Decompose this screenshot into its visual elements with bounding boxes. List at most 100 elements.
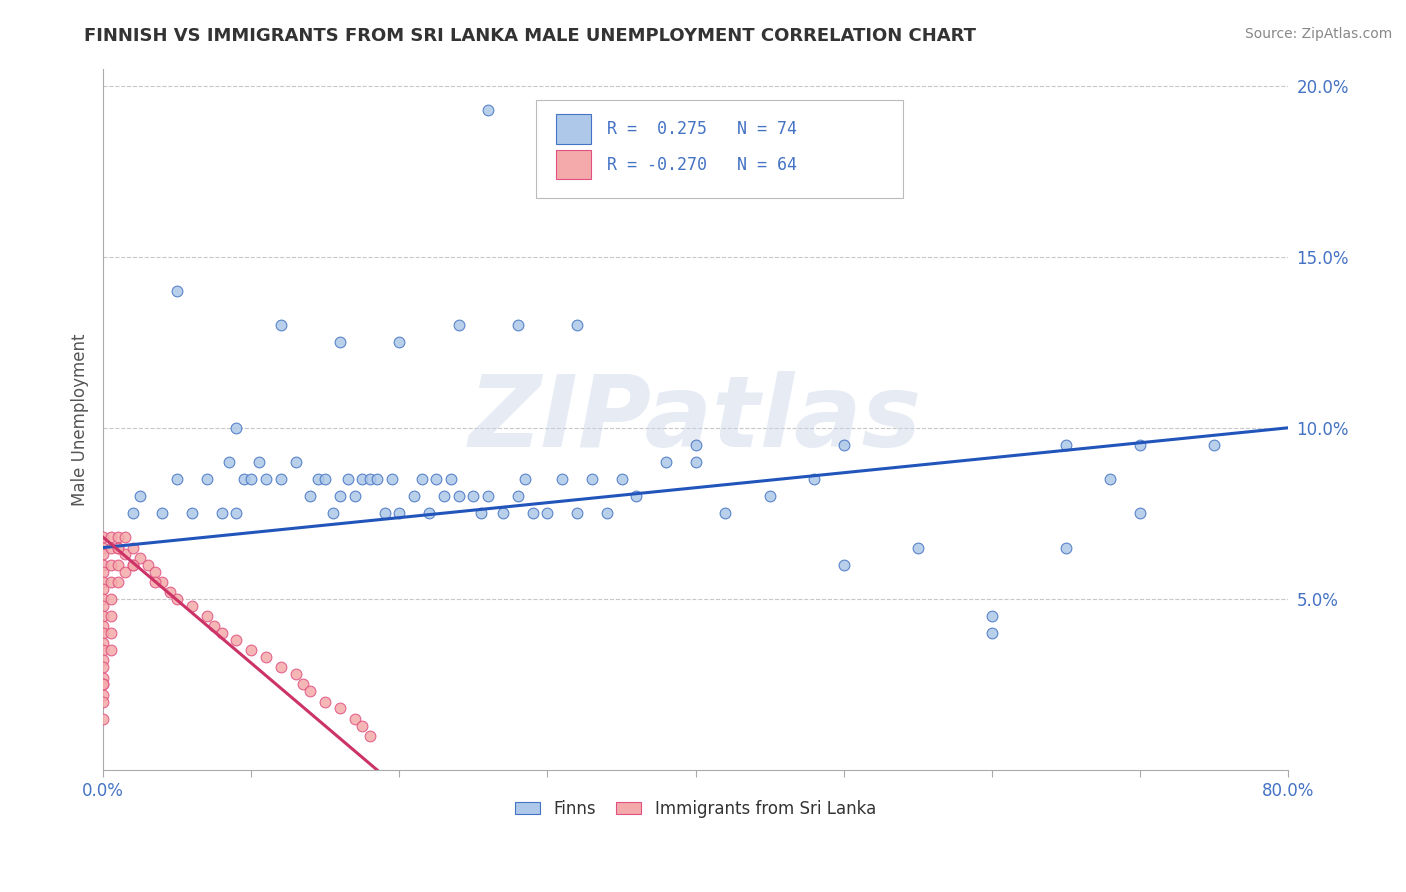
Point (685, 455, 707, 469)
Point (100, 530, 122, 544)
Point (565, 507, 588, 521)
Point (91, 688, 114, 702)
Point (91, 643, 114, 657)
Point (314, 695, 336, 709)
Point (181, 599, 204, 613)
Point (292, 677, 315, 691)
Point (114, 565, 136, 579)
Point (91, 558, 114, 572)
Point (107, 530, 129, 544)
Point (143, 565, 166, 579)
Point (91, 695, 114, 709)
Point (254, 650, 277, 665)
Point (254, 472, 277, 486)
Point (980, 609, 1002, 624)
Point (218, 455, 240, 469)
Point (418, 507, 440, 521)
Point (270, 472, 292, 486)
Point (91, 548, 114, 562)
Point (832, 558, 855, 572)
Point (150, 574, 173, 589)
Point (107, 574, 129, 589)
Point (181, 507, 204, 521)
Point (492, 507, 515, 521)
Point (136, 558, 159, 572)
Point (596, 507, 619, 521)
Point (463, 489, 485, 503)
Point (1054, 541, 1077, 555)
Point (91, 619, 114, 633)
Point (685, 438, 707, 452)
Point (91, 626, 114, 640)
Point (610, 472, 633, 486)
Point (114, 530, 136, 544)
Point (1099, 472, 1122, 486)
Point (536, 507, 558, 521)
Point (404, 489, 426, 503)
Point (121, 541, 143, 555)
Point (91, 574, 114, 589)
Point (366, 472, 388, 486)
Point (211, 626, 233, 640)
Point (211, 507, 233, 521)
Point (307, 472, 329, 486)
Point (551, 472, 574, 486)
Legend: Finns, Immigrants from Sri Lanka: Finns, Immigrants from Sri Lanka (509, 794, 883, 825)
Point (359, 729, 381, 743)
Point (121, 558, 143, 572)
Point (447, 489, 470, 503)
Point (91, 653, 114, 667)
Point (129, 489, 152, 503)
Point (411, 472, 433, 486)
Point (143, 574, 166, 589)
Point (225, 507, 247, 521)
Point (91, 582, 114, 596)
Text: ZIPatlas: ZIPatlas (470, 371, 922, 467)
Point (91, 541, 114, 555)
Point (565, 318, 588, 333)
Point (832, 438, 855, 452)
Point (202, 619, 225, 633)
Point (626, 489, 648, 503)
Point (270, 660, 292, 674)
Point (336, 472, 359, 486)
Point (91, 530, 114, 544)
Point (284, 667, 307, 681)
FancyBboxPatch shape (555, 150, 592, 179)
Point (714, 507, 737, 521)
Point (581, 472, 603, 486)
Point (166, 591, 188, 606)
Point (100, 574, 122, 589)
Point (506, 318, 529, 333)
Point (91, 677, 114, 691)
Point (477, 103, 499, 117)
Point (440, 472, 463, 486)
Point (91, 591, 114, 606)
Text: R =  0.275   N = 74: R = 0.275 N = 74 (607, 120, 797, 138)
Point (343, 489, 366, 503)
Point (270, 318, 292, 333)
Point (433, 489, 456, 503)
Point (329, 701, 352, 715)
Point (195, 472, 218, 486)
Point (91, 712, 114, 726)
Point (470, 507, 492, 521)
Point (107, 541, 129, 555)
Point (477, 489, 499, 503)
Point (100, 609, 122, 624)
Point (100, 643, 122, 657)
Point (388, 335, 411, 350)
Point (225, 421, 247, 435)
Point (100, 541, 122, 555)
Point (91, 677, 114, 691)
Point (247, 455, 270, 469)
Point (388, 507, 411, 521)
Point (655, 455, 678, 469)
Point (299, 684, 322, 698)
Point (91, 671, 114, 685)
Point (980, 626, 1002, 640)
Point (121, 558, 143, 572)
Point (352, 718, 374, 732)
Point (373, 507, 395, 521)
Point (329, 335, 352, 350)
